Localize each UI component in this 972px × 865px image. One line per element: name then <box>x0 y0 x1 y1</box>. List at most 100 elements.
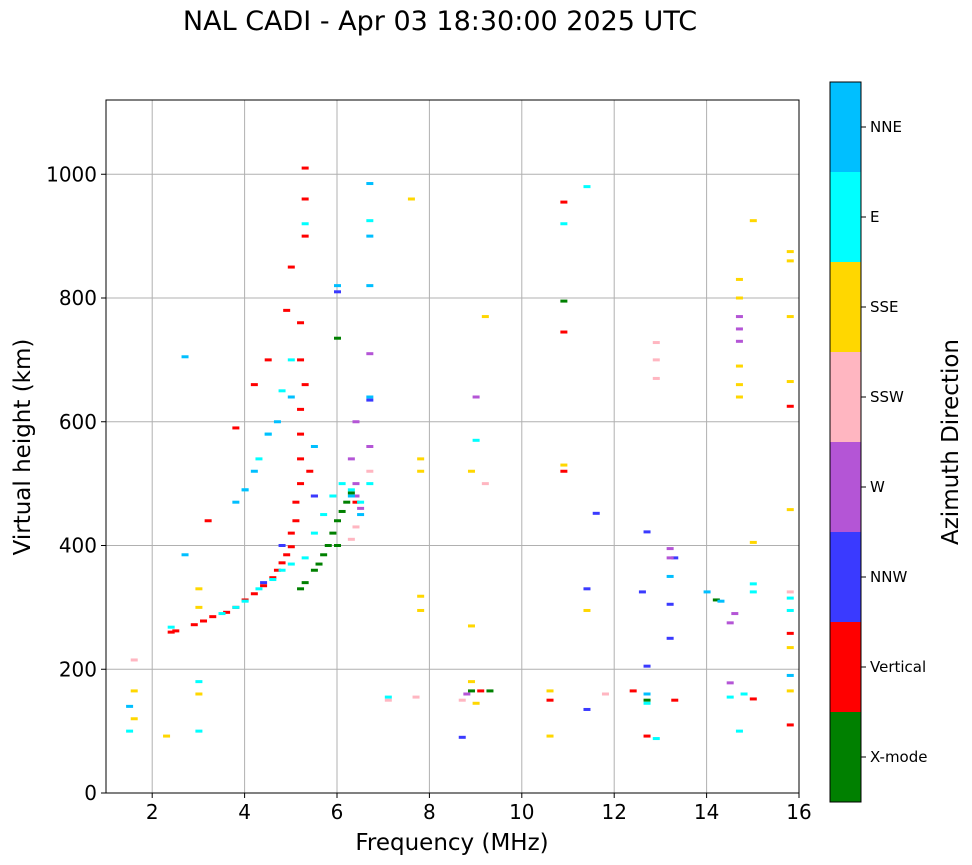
colorbar-segment <box>830 352 861 442</box>
data-point <box>735 395 743 399</box>
y-axis-ticks: 0 200 400 600 800 1000 <box>46 162 106 805</box>
data-point <box>583 707 591 711</box>
data-point <box>643 692 651 696</box>
data-point <box>292 519 300 523</box>
data-point <box>366 445 374 448</box>
data-point <box>467 680 475 684</box>
data-point <box>652 737 660 741</box>
data-point <box>310 531 318 535</box>
data-point <box>417 608 425 612</box>
data-point <box>560 200 568 204</box>
data-point <box>583 608 591 612</box>
data-point <box>297 432 305 436</box>
data-point <box>749 590 757 594</box>
series-sse <box>130 197 794 738</box>
data-point <box>209 615 217 619</box>
data-point <box>232 605 240 609</box>
data-point <box>264 432 272 436</box>
data-point <box>481 315 489 319</box>
data-point <box>546 734 554 738</box>
colorbar-frame <box>829 81 862 803</box>
data-point <box>264 358 272 362</box>
grid-lines <box>106 100 800 794</box>
data-point <box>786 723 794 727</box>
data-point <box>671 556 679 560</box>
data-point <box>366 482 374 486</box>
data-point <box>366 352 374 356</box>
data-point <box>130 689 138 693</box>
series-e <box>126 185 794 741</box>
data-point <box>643 698 651 702</box>
data-point <box>601 692 609 696</box>
data-point <box>301 197 309 201</box>
data-point <box>297 587 305 591</box>
data-point <box>334 519 341 523</box>
data-point <box>352 420 360 424</box>
data-point <box>583 587 591 591</box>
data-point <box>458 735 466 739</box>
data-point <box>643 664 651 668</box>
data-point <box>343 500 351 504</box>
colorbar-tick-label: SSW <box>870 388 904 406</box>
data-point <box>255 587 263 591</box>
data-point <box>467 624 475 628</box>
x-axis-label: Frequency (MHz) <box>355 830 548 856</box>
x-tick-label: 16 <box>786 800 811 824</box>
data-point <box>232 426 240 430</box>
data-point <box>417 457 425 461</box>
data-point <box>287 395 295 399</box>
data-point <box>352 500 360 504</box>
data-point <box>643 701 651 705</box>
colorbar-label: Azimuth Direction <box>938 339 964 545</box>
data-point <box>126 704 134 708</box>
data-point <box>560 330 568 334</box>
colorbar-tick-label: E <box>870 208 879 226</box>
data-point <box>250 469 258 473</box>
data-point <box>301 556 309 560</box>
series-vertical <box>167 166 794 738</box>
data-point <box>283 553 291 557</box>
data-point <box>643 530 651 534</box>
x-tick-label: 8 <box>423 800 436 824</box>
data-point <box>467 689 475 693</box>
data-point <box>287 545 295 549</box>
data-point <box>347 488 355 492</box>
data-point <box>703 590 711 594</box>
data-point <box>301 581 309 585</box>
colorbar-tick-label: NNE <box>870 118 902 136</box>
data-point <box>172 629 180 633</box>
data-point <box>726 695 734 699</box>
colorbar-tick-label: W <box>870 478 885 496</box>
data-point <box>786 689 794 693</box>
x-tick-label: 12 <box>601 800 626 824</box>
data-point <box>786 673 794 677</box>
data-point <box>347 537 355 541</box>
x-tick-label: 4 <box>238 800 251 824</box>
data-point <box>357 506 365 510</box>
data-point <box>334 284 341 288</box>
data-point <box>301 383 309 387</box>
y-axis-label: Virtual height (km) <box>10 339 36 556</box>
x-tick-label: 10 <box>509 800 534 824</box>
data-point <box>749 540 757 544</box>
data-point <box>546 698 554 702</box>
data-point <box>638 590 646 594</box>
data-point <box>320 513 328 517</box>
data-point <box>384 698 392 702</box>
data-point <box>269 576 277 580</box>
data-point <box>786 380 794 384</box>
data-point <box>324 544 332 547</box>
data-point <box>223 610 231 614</box>
data-point <box>786 631 794 635</box>
data-point <box>712 598 720 602</box>
y-tick-label: 600 <box>59 410 97 434</box>
colorbar-segment <box>830 262 861 352</box>
data-point <box>301 166 309 170</box>
data-point <box>366 284 374 288</box>
series-ssw <box>130 341 794 702</box>
data-point <box>463 692 471 696</box>
data-point <box>472 701 480 705</box>
data-point <box>666 547 674 551</box>
colorbar-segment <box>830 622 861 712</box>
data-point <box>560 469 568 473</box>
